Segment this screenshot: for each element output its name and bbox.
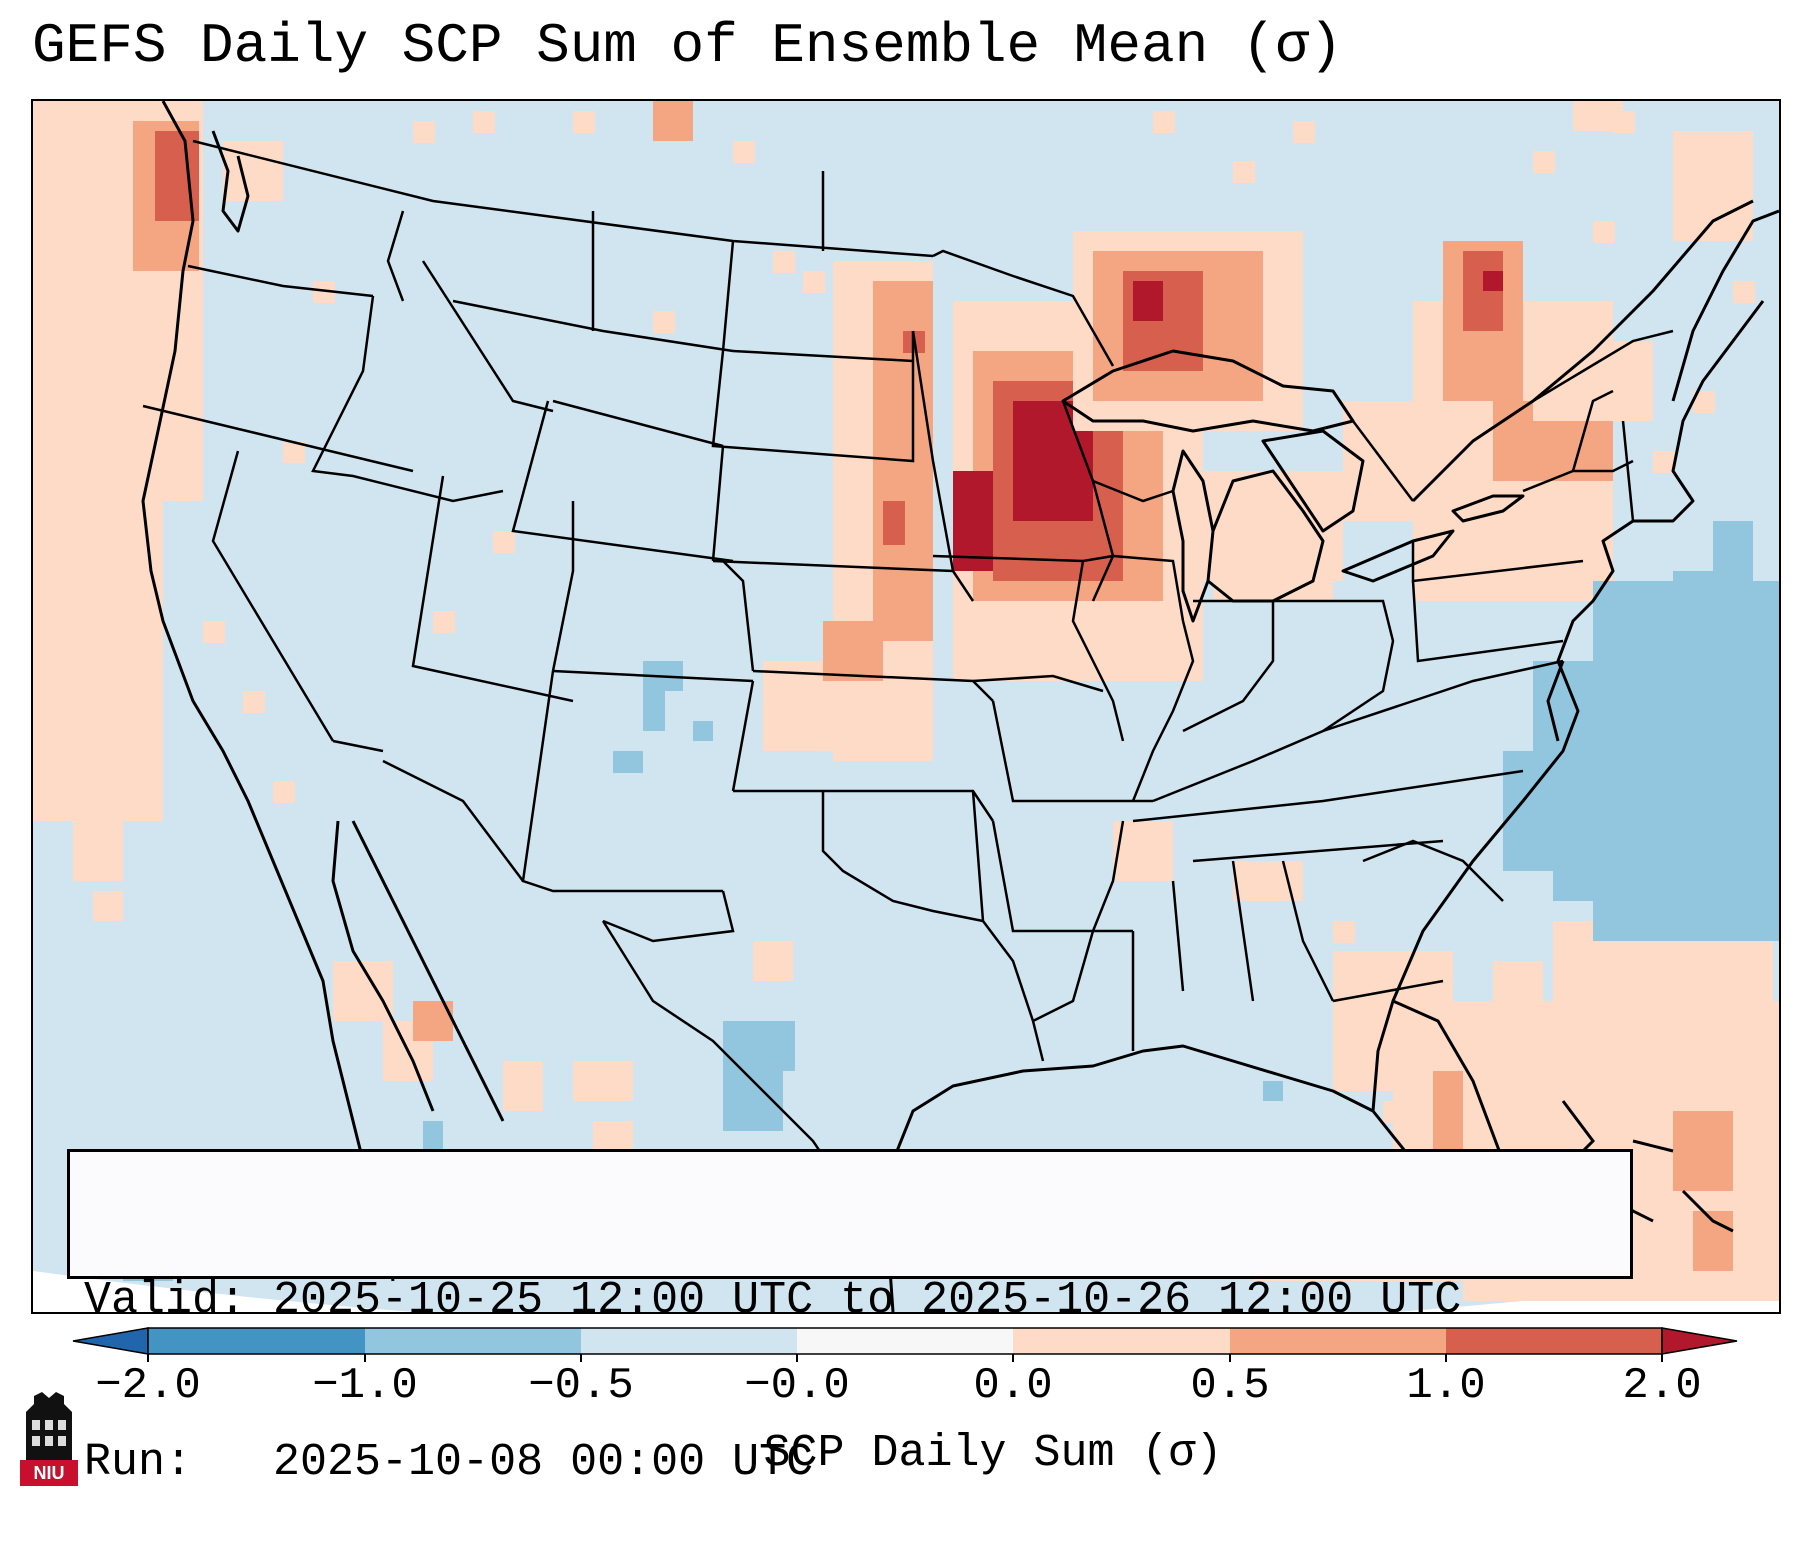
scp-cell [1673, 1111, 1733, 1191]
colorbar-tick-label: −2.0 [95, 1361, 201, 1411]
scp-cell [573, 1061, 633, 1101]
scp-cell [473, 111, 495, 133]
scp-cell [1483, 271, 1503, 291]
scp-cell [823, 621, 883, 681]
scp-cell [493, 531, 515, 553]
map-panel [31, 99, 1781, 1314]
scp-cell [1333, 921, 1355, 943]
chart-title: GEFS Daily SCP Sum of Ensemble Mean (σ) [32, 14, 1343, 78]
scp-cell [1343, 401, 1433, 521]
valid-time-text: Valid: 2025-10-25 12:00 UTC to 2025-10-2… [84, 1275, 1462, 1326]
scp-cell [333, 961, 393, 1021]
projection-edge [33, 1271, 1779, 1312]
scp-cell [93, 891, 123, 921]
scp-cell [273, 781, 295, 803]
colorbar-extend-low [72, 1327, 149, 1355]
colorbar-segment [148, 1328, 365, 1354]
colorbar-tick-label: −0.5 [528, 1361, 634, 1411]
scp-cell [773, 1021, 795, 1071]
scp-cell [573, 111, 595, 133]
scp-cell [1673, 131, 1753, 241]
colorbar-label: SCP Daily Sum (σ) [763, 1428, 1223, 1479]
colorbar-tick-label: 0.5 [1190, 1361, 1270, 1411]
scp-cell [773, 251, 795, 273]
state-borders [142, 139, 1674, 1222]
scp-cell [1753, 621, 1779, 761]
lake-ontario [1451, 494, 1525, 523]
scp-cell [313, 281, 335, 303]
scp-cell [1113, 821, 1173, 881]
scp-cell [283, 441, 305, 463]
scp-cell [1713, 521, 1753, 581]
colorbar [72, 1327, 1738, 1362]
scp-cell [653, 311, 675, 333]
scp-cell [1533, 341, 1653, 421]
scp-cell [653, 101, 693, 141]
lake-erie [1341, 529, 1455, 583]
valid-run-info-box: Valid: 2025-10-25 12:00 UTC to 2025-10-2… [67, 1149, 1633, 1488]
scp-cell [803, 271, 825, 293]
map-canvas [33, 101, 1779, 1312]
colorbar-outline [147, 1327, 1663, 1355]
colorbar-tick-label: 0.0 [973, 1361, 1053, 1411]
scp-cell [1233, 161, 1255, 183]
scp-cell [643, 661, 665, 731]
scp-cell [1553, 861, 1613, 901]
scp-cell [1573, 101, 1623, 131]
colorbar-segment [797, 1328, 1013, 1354]
colorbar-segment [365, 1328, 581, 1354]
scp-cell [1493, 961, 1543, 1021]
lake-michigan [1171, 449, 1215, 623]
scp-cell [1263, 1081, 1283, 1101]
colorbar-extend-high [1661, 1327, 1738, 1355]
scp-cell [1533, 151, 1555, 173]
scp-cell [1153, 111, 1175, 133]
scp-cell [733, 141, 755, 163]
niu-logo: NIU [20, 1390, 78, 1486]
scp-cell [953, 471, 993, 571]
scp-cell [1593, 221, 1615, 243]
scp-cell [1293, 121, 1315, 143]
scp-cell [613, 751, 643, 773]
logo-text: NIU [20, 1460, 78, 1486]
colorbar-tick-label: −0.0 [744, 1361, 850, 1411]
boundaries [141, 101, 1779, 1312]
run-time-text: Run: 2025-10-08 00:00 UTC [84, 1437, 814, 1488]
scp-cell [203, 621, 225, 643]
scp-cell [1213, 521, 1333, 601]
scp-cell [1653, 451, 1675, 473]
scp-cell [433, 611, 455, 633]
pacific-coastline [141, 101, 395, 1282]
scp-cell [1693, 391, 1715, 413]
scp-cell [503, 1061, 543, 1111]
scp-cell [883, 501, 905, 545]
colorbar-tick-label: 1.0 [1406, 1361, 1486, 1411]
colorbar-segment [1446, 1328, 1662, 1354]
scp-cell [413, 121, 435, 143]
lake-huron [1261, 429, 1365, 533]
scp-cell [693, 721, 713, 741]
scp-cell [753, 941, 793, 981]
scp-cell [1133, 281, 1163, 321]
scp-cell [243, 691, 265, 713]
university-building-icon [26, 1392, 72, 1460]
scp-cell [1733, 281, 1755, 303]
colorbar-tick-label: 2.0 [1622, 1361, 1702, 1411]
colorbar-segment [1230, 1328, 1446, 1354]
colorbar-tick-label: −1.0 [312, 1361, 418, 1411]
colorbar-segment [581, 1328, 797, 1354]
scp-cell [73, 821, 123, 881]
scp-cell [1593, 581, 1779, 941]
colorbar-segment [1013, 1328, 1230, 1354]
